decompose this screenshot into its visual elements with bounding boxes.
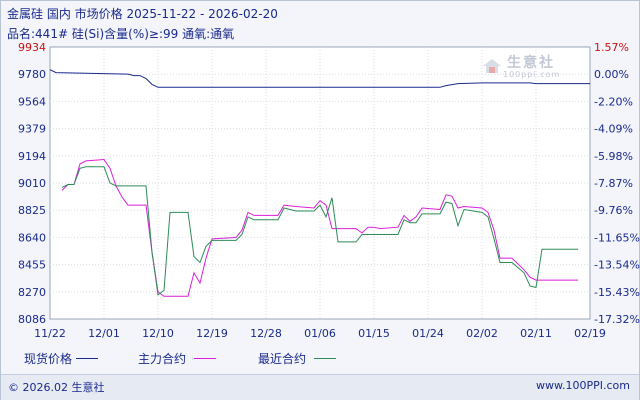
y-tick-label-right: -2.20% — [594, 95, 633, 108]
y-tick-label-right: -13.54% — [594, 259, 640, 272]
y-tick-label-right: -9.76% — [594, 204, 633, 217]
legend-swatch-main — [194, 358, 217, 359]
x-tick-label: 02/11 — [520, 327, 552, 340]
y-tick-label-right: -7.87% — [594, 177, 633, 190]
legend-label-near: 最近合约 — [258, 352, 307, 366]
y-tick-label-right: -17.32% — [594, 313, 640, 326]
legend-swatch-near — [314, 358, 337, 359]
y-tick-label-left: 9564 — [18, 95, 46, 108]
y-tick-label-left: 9934 — [18, 41, 46, 54]
x-tick-label: 12/28 — [250, 327, 282, 340]
product-spec: 品名:441# 硅(Si)含量(%)≥:99 通氧:通氧 — [7, 27, 235, 41]
legend: 现货价格 主力合约 最近合约 — [24, 350, 378, 367]
chart-title: 金属硅 国内 市场价格 2025-11-22 - 2026-02-20 — [7, 7, 278, 21]
y-tick-label-left: 8825 — [18, 204, 46, 217]
series-line-spot — [49, 69, 590, 88]
x-tick-label: 01/24 — [412, 327, 444, 340]
footer-copyright: © 2026.02 生意社 — [8, 381, 105, 394]
y-tick-label-left: 8270 — [18, 286, 46, 299]
series-line-near — [61, 166, 578, 296]
y-tick-label-right: 1.57% — [594, 41, 629, 54]
x-tick-label: 11/22 — [34, 327, 66, 340]
y-tick-label-right: 0.00% — [594, 68, 629, 81]
y-tick-label-left: 9780 — [18, 68, 46, 81]
series-line-main — [61, 158, 578, 297]
footer-site-link[interactable]: www.100PPI.com — [536, 379, 630, 392]
y-tick-label-right: -15.43% — [594, 286, 640, 299]
x-tick-label: 12/19 — [196, 327, 228, 340]
x-tick-label: 02/02 — [466, 327, 498, 340]
footer-bar — [1, 374, 639, 400]
x-tick-label: 12/10 — [142, 327, 174, 340]
legend-item-main: 主力合约 — [138, 350, 224, 367]
legend-swatch-spot — [76, 358, 99, 359]
y-tick-label-right: -11.65% — [594, 231, 640, 244]
y-tick-label-right: -5.98% — [594, 150, 633, 163]
y-tick-label-left: 9010 — [18, 177, 46, 190]
y-tick-label-left: 8640 — [18, 231, 46, 244]
x-tick-label: 12/01 — [88, 327, 120, 340]
y-tick-label-right: -4.09% — [594, 123, 633, 136]
legend-label-spot: 现货价格 — [24, 352, 73, 366]
watermark-name: 生意社 — [507, 55, 555, 71]
logo-icon — [483, 59, 501, 73]
x-tick-label: 02/19 — [574, 327, 606, 340]
legend-item-near: 最近合约 — [258, 350, 344, 367]
watermark-url: 100ppi.com — [503, 70, 561, 79]
y-tick-label-left: 8086 — [18, 313, 46, 326]
x-tick-label: 01/15 — [358, 327, 390, 340]
x-tick-label: 01/06 — [304, 327, 336, 340]
legend-label-main: 主力合约 — [138, 352, 187, 366]
y-tick-label-left: 9194 — [18, 150, 46, 163]
y-tick-label-left: 8455 — [18, 259, 46, 272]
y-tick-label-left: 9379 — [18, 123, 46, 136]
